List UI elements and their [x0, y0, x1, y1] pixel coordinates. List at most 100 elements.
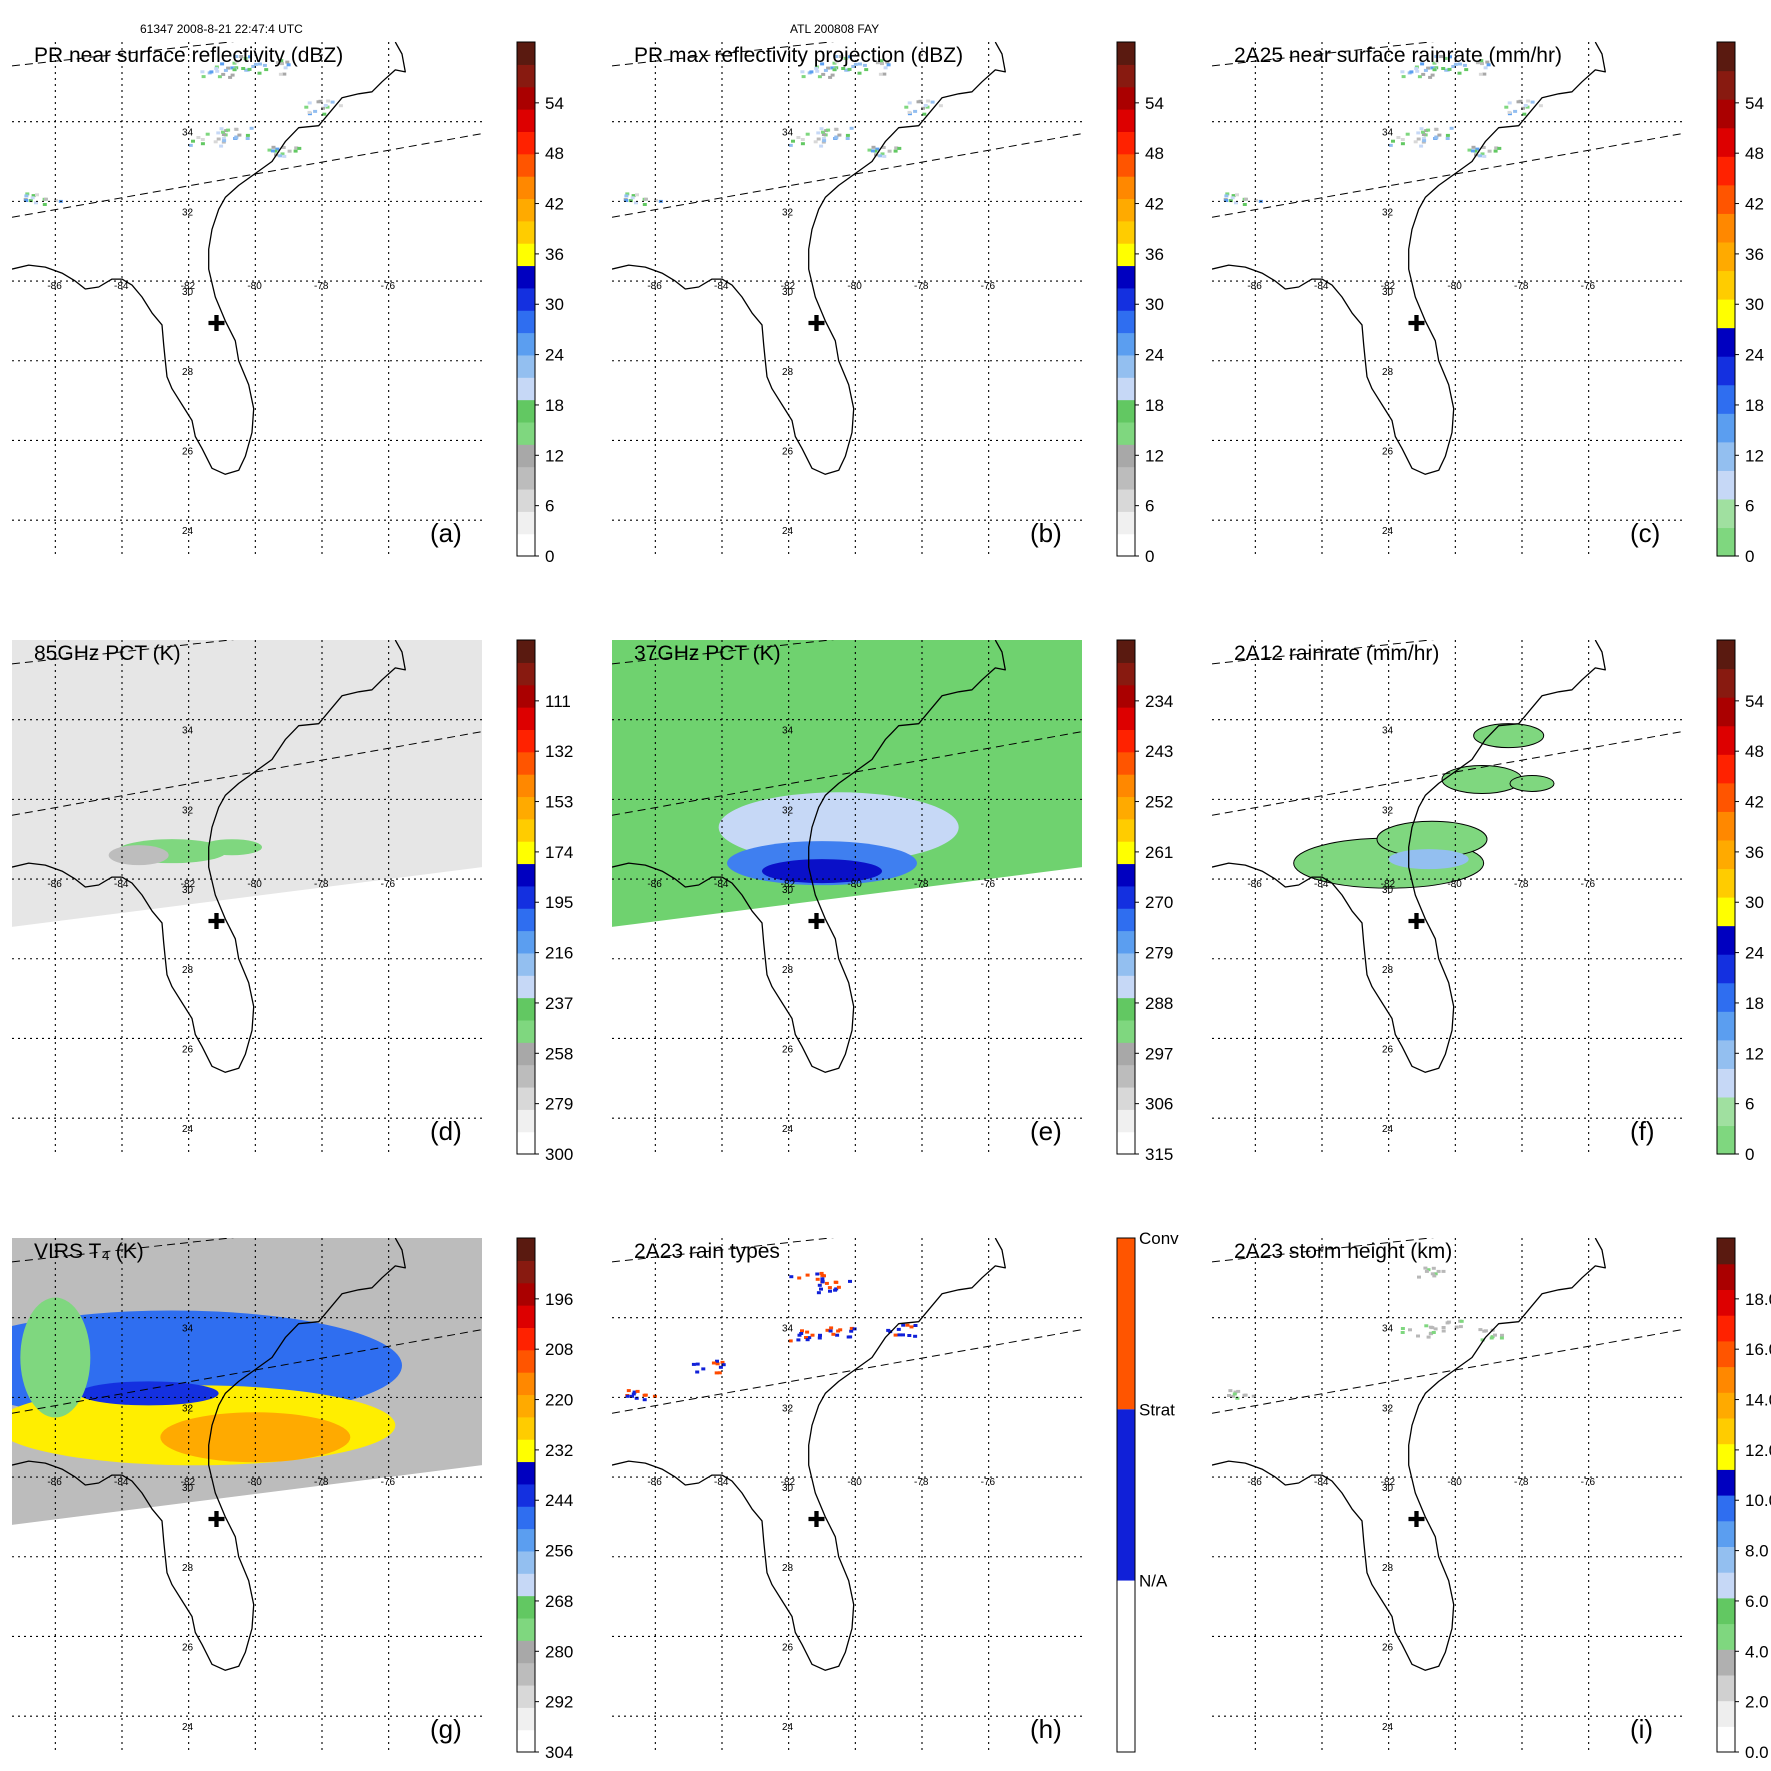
radar-echo — [1513, 109, 1518, 113]
radar-echo — [875, 147, 880, 151]
latitude-label: 34 — [182, 726, 194, 737]
latitude-label: 24 — [782, 1124, 794, 1135]
radar-echo — [293, 149, 298, 153]
panel-title: 2A25 near surface rainrate (mm/hr) — [1234, 44, 1562, 67]
colorbar-segment — [1717, 241, 1735, 272]
rain-type-pixel — [901, 1333, 905, 1337]
colorbar-segment — [1717, 1417, 1735, 1445]
radar-echo — [1230, 196, 1235, 200]
radar-echo — [226, 128, 231, 132]
colorbar-tick-label: 12 — [1145, 446, 1164, 465]
radar-echo — [326, 99, 331, 103]
storm-height-pixel — [1228, 1389, 1233, 1393]
radar-echo — [1409, 70, 1414, 74]
panel-h: ✚ 34 32 30 28 26 24 -86 -84 -82 -80 -78 -76 2A23 rain… — [612, 1229, 1179, 1753]
latitude-label: 24 — [782, 526, 794, 537]
radar-echo — [635, 193, 639, 197]
radar-echo — [279, 59, 284, 63]
radar-echo — [1443, 56, 1448, 60]
longitude-label: -84 — [114, 879, 129, 890]
colorbar-segment — [517, 1640, 535, 1664]
rain-type-pixel — [630, 1394, 634, 1398]
longitude-label: -84 — [1314, 281, 1329, 292]
colorbar-segment — [1717, 1597, 1735, 1625]
colorbar-segment — [1717, 1674, 1735, 1702]
colorbar-segment — [517, 1662, 535, 1686]
radar-echo — [1405, 132, 1410, 136]
radar-echo — [219, 144, 224, 148]
radar-echo — [1493, 149, 1498, 153]
swath-edge — [1212, 133, 1682, 218]
radar-echo — [1421, 130, 1425, 134]
rain-type-pixel — [652, 1394, 657, 1398]
panel-label: (d) — [430, 1116, 462, 1146]
radar-echo — [241, 67, 246, 70]
colorbar-segment — [1717, 99, 1735, 129]
storm-center-marker: ✚ — [1407, 311, 1425, 336]
longitude-label: -78 — [1514, 281, 1529, 292]
radar-echo — [828, 75, 833, 79]
radar-echo — [1471, 145, 1476, 149]
panel-i: ✚ 34 32 30 28 26 24 -86 -84 -82 -80 -78 -76 2A23 stor… — [1212, 1237, 1771, 1762]
longitude-label: -84 — [714, 879, 729, 890]
radar-echo — [1400, 138, 1405, 141]
radar-echo — [321, 106, 325, 110]
latitude-label: 30 — [782, 287, 794, 298]
radar-echo — [1419, 144, 1424, 148]
radar-echo — [1430, 66, 1435, 70]
radar-echo — [1426, 66, 1431, 70]
longitude-label: -86 — [1247, 1477, 1262, 1488]
radar-echo — [1401, 75, 1406, 79]
radar-echo — [1415, 69, 1420, 73]
rain-type-pixel — [642, 1398, 647, 1402]
radar-echo — [1423, 68, 1428, 72]
colorbar-frame — [1116, 639, 1136, 1155]
colorbar-segment — [517, 1086, 535, 1110]
colorbar-tick-label: 30 — [545, 295, 564, 314]
storm-center-marker: ✚ — [807, 1507, 825, 1532]
radar-echo — [644, 197, 648, 201]
rain-type-pixel — [909, 1325, 914, 1329]
rain-type-pixel — [695, 1370, 700, 1374]
radar-echo — [800, 138, 805, 141]
colorbar-segment — [1717, 1068, 1735, 1098]
colorbar-tick-label: 195 — [545, 893, 573, 912]
colorbar-tick-label: 208 — [545, 1340, 573, 1359]
orbit-timestamp: 61347 2008-8-21 22:47:4 UTC — [140, 22, 303, 36]
rain-type-pixel — [715, 1359, 719, 1363]
colorbar-tick-label: 12.0 — [1745, 1441, 1771, 1460]
coastline — [12, 640, 406, 1073]
latitude-label: 30 — [1382, 885, 1394, 896]
longitude-label: -82 — [1381, 879, 1396, 890]
colorbar-segment — [517, 176, 535, 200]
rain-type-pixel — [836, 1285, 841, 1289]
coastline — [612, 640, 1006, 1073]
colorbar-segment — [1117, 399, 1135, 423]
rain-type-pixel — [913, 1334, 918, 1338]
storm-height-pixel — [1227, 1394, 1231, 1397]
rain-type-pixel — [789, 1275, 794, 1279]
radar-echo — [205, 132, 210, 136]
radar-echo — [1494, 146, 1499, 150]
swath-edge — [1212, 42, 1435, 67]
latitude-label: 28 — [182, 965, 194, 976]
colorbar-tick-label: 36 — [545, 245, 564, 264]
colorbar-frame — [1116, 41, 1136, 557]
colorbar-tick-label: 42 — [545, 195, 564, 214]
radar-echo — [275, 147, 280, 151]
radar-echo — [213, 140, 218, 144]
rain-type-pixel — [828, 1329, 833, 1333]
radar-echo — [834, 55, 839, 58]
radar-echo — [1242, 203, 1247, 206]
colorbar-tick-label: 292 — [545, 1693, 573, 1712]
colorbar-segment — [1717, 384, 1735, 414]
storm-height-pixel — [1416, 1334, 1420, 1338]
colorbar-tick-label: 132 — [545, 742, 573, 761]
radar-echo — [1231, 194, 1236, 198]
radar-echo — [821, 133, 826, 136]
radar-echo — [54, 199, 58, 202]
radar-echo — [930, 100, 935, 104]
colorbar-segment — [1717, 811, 1735, 841]
latitude-label: 26 — [1382, 1044, 1394, 1055]
colorbar-segment — [1117, 662, 1135, 686]
